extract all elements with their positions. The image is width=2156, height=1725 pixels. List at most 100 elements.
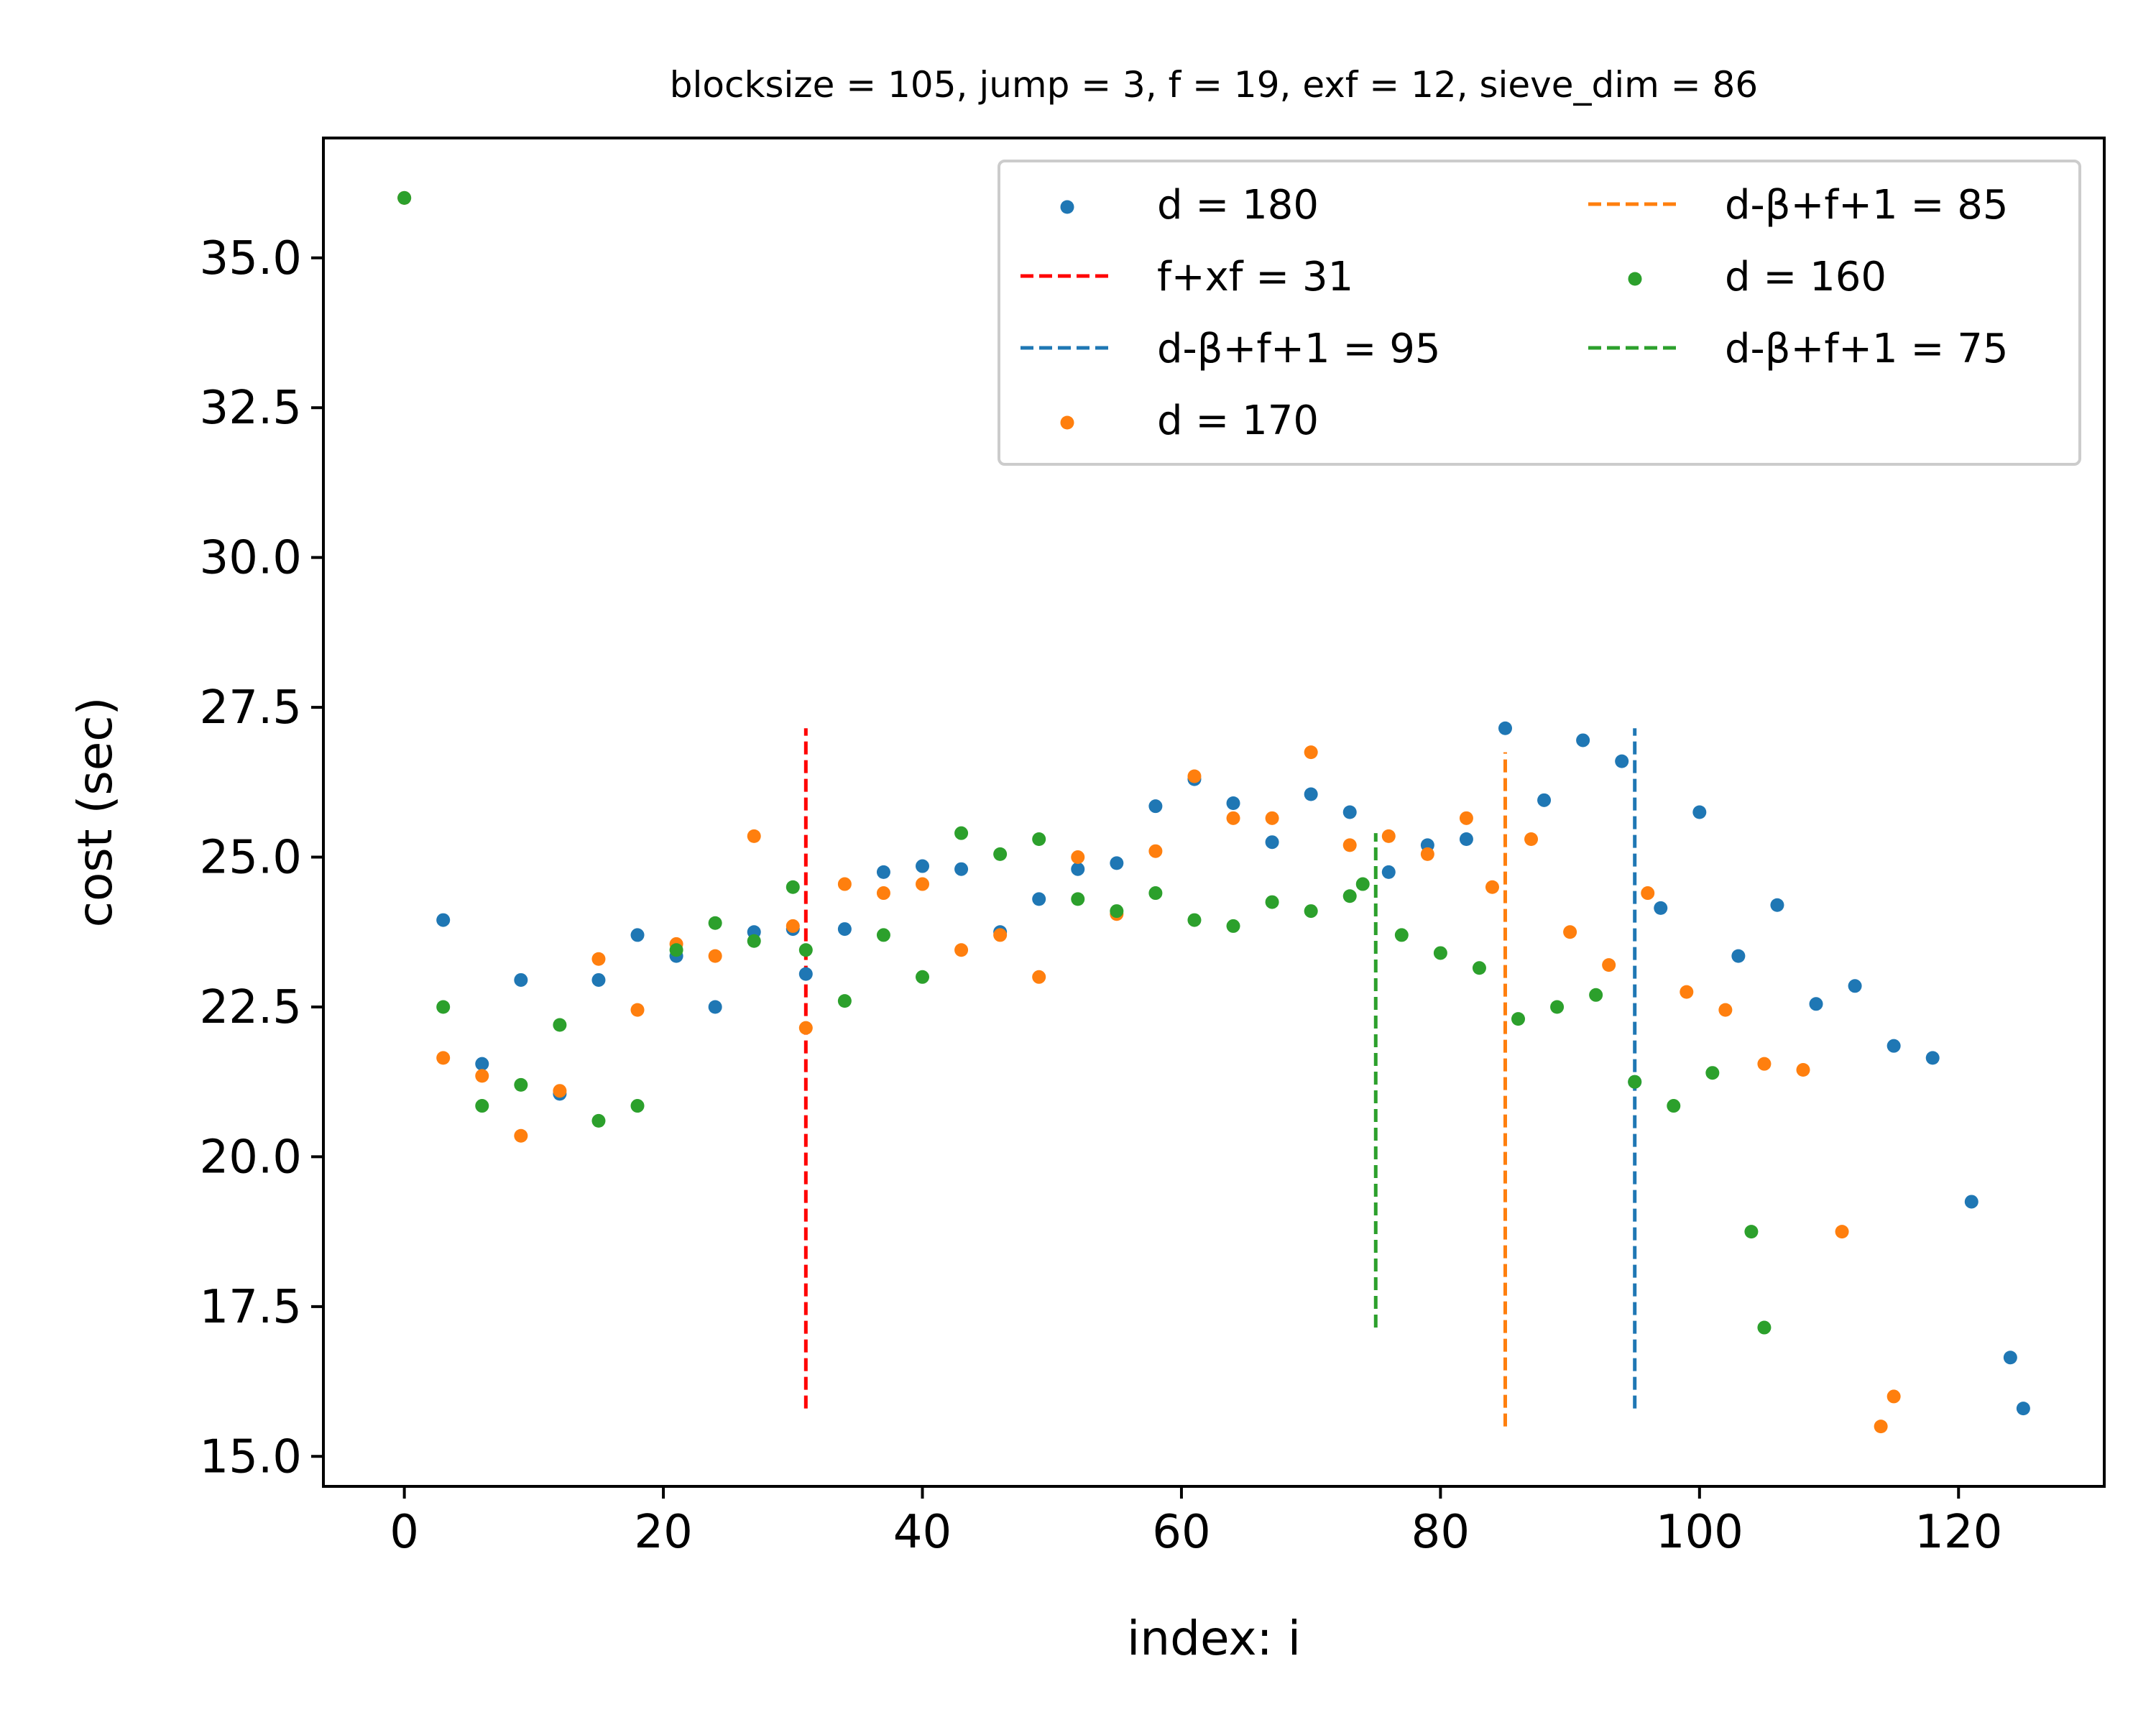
legend-marker (1060, 415, 1074, 430)
data-point (1537, 793, 1552, 807)
data-point (954, 862, 969, 876)
data-point (1718, 1003, 1733, 1017)
y-tick-label: 35.0 (200, 232, 303, 285)
legend-item-3: d = 170 (1060, 397, 1319, 444)
x-tick-label: 120 (1915, 1506, 2002, 1559)
data-point (1394, 928, 1409, 942)
y-tick-label: 15.0 (200, 1430, 303, 1484)
data-point (708, 1000, 722, 1014)
data-point (1071, 862, 1085, 876)
data-point (786, 919, 800, 933)
data-point (1148, 886, 1163, 901)
data-point (1680, 985, 1694, 999)
data-point (630, 1003, 645, 1017)
data-point (1265, 811, 1279, 825)
data-point (475, 1099, 489, 1113)
data-point (1667, 1099, 1681, 1113)
data-point (1809, 997, 1823, 1011)
x-tick-label: 20 (634, 1506, 692, 1559)
data-point (1032, 970, 1046, 984)
x-tick-label: 60 (1152, 1506, 1210, 1559)
data-point (1874, 1420, 1888, 1434)
data-point (708, 949, 722, 963)
data-point (1615, 754, 1629, 768)
legend-item-2: d-β+f+1 = 95 (1021, 326, 1440, 372)
series-2 (397, 190, 1772, 1335)
data-point (1304, 745, 1318, 760)
data-point (436, 1051, 451, 1065)
data-point (1110, 904, 1124, 919)
legend-marker (1060, 200, 1074, 214)
data-point (1304, 787, 1318, 801)
data-point (708, 916, 722, 930)
data-point (1602, 958, 1616, 972)
data-point (1589, 988, 1603, 1002)
data-point (1071, 892, 1085, 906)
data-point (1187, 913, 1202, 927)
data-point (1770, 898, 1784, 912)
data-point (1381, 829, 1396, 843)
data-point (837, 877, 852, 891)
data-point (916, 877, 930, 891)
y-tick-label: 32.5 (200, 382, 303, 435)
data-point (1226, 811, 1240, 825)
legend-label: d-β+f+1 = 95 (1157, 326, 1440, 372)
data-point (1226, 796, 1240, 810)
x-tick-label: 40 (893, 1506, 952, 1559)
data-point (1705, 1066, 1720, 1080)
data-point (1459, 811, 1473, 825)
legend-item-0: d = 180 (1060, 182, 1319, 229)
y-tick-label: 27.5 (200, 681, 303, 735)
data-point (1110, 856, 1124, 870)
legend-item-5: d = 160 (1628, 254, 1886, 300)
data-point (1433, 946, 1447, 960)
data-point (1796, 1063, 1810, 1077)
data-point (1265, 835, 1279, 850)
data-point (837, 922, 852, 937)
data-point (1563, 925, 1577, 939)
data-point (1641, 886, 1655, 901)
legend-label: d = 180 (1157, 182, 1319, 229)
data-point (1744, 1225, 1759, 1239)
legend-marker (1628, 272, 1642, 286)
data-point (1576, 733, 1590, 748)
data-point (837, 994, 852, 1008)
data-point (1459, 832, 1473, 847)
data-point (1654, 901, 1668, 915)
data-point (786, 880, 800, 894)
data-point (1381, 865, 1396, 879)
data-point (798, 943, 813, 957)
legend-frame (998, 160, 2081, 466)
data-point (876, 886, 890, 901)
data-point (591, 952, 606, 966)
legend: d = 180 f+xf = 31 d-β+f+1 = 95 d = 170 d-β+f… (998, 160, 2081, 466)
data-point (1886, 1039, 1901, 1053)
data-point (954, 943, 969, 957)
data-point (798, 967, 813, 981)
data-point (1148, 844, 1163, 858)
legend-label: f+xf = 31 (1157, 254, 1353, 300)
y-tick-label: 20.0 (200, 1131, 303, 1184)
plot-area (397, 190, 2030, 1434)
data-point (1524, 832, 1539, 847)
data-point (1848, 979, 1862, 993)
data-point (1964, 1195, 1978, 1209)
data-point (1550, 1000, 1565, 1014)
x-tick-label: 100 (1656, 1506, 1743, 1559)
data-point (1032, 892, 1046, 906)
x-axis-label: index: i (1127, 1611, 1301, 1666)
data-point (514, 972, 528, 987)
data-point (669, 943, 683, 957)
x-tick-label: 80 (1411, 1506, 1470, 1559)
data-point (2016, 1402, 2030, 1416)
data-point (876, 928, 890, 942)
data-point (876, 865, 890, 879)
data-point (514, 1077, 528, 1092)
data-point (798, 1021, 813, 1035)
data-point (397, 190, 412, 205)
data-point (553, 1018, 567, 1032)
data-point (1835, 1225, 1849, 1239)
legend-label: d-β+f+1 = 75 (1725, 326, 2008, 372)
data-point (1472, 961, 1486, 975)
data-point (436, 1000, 451, 1014)
